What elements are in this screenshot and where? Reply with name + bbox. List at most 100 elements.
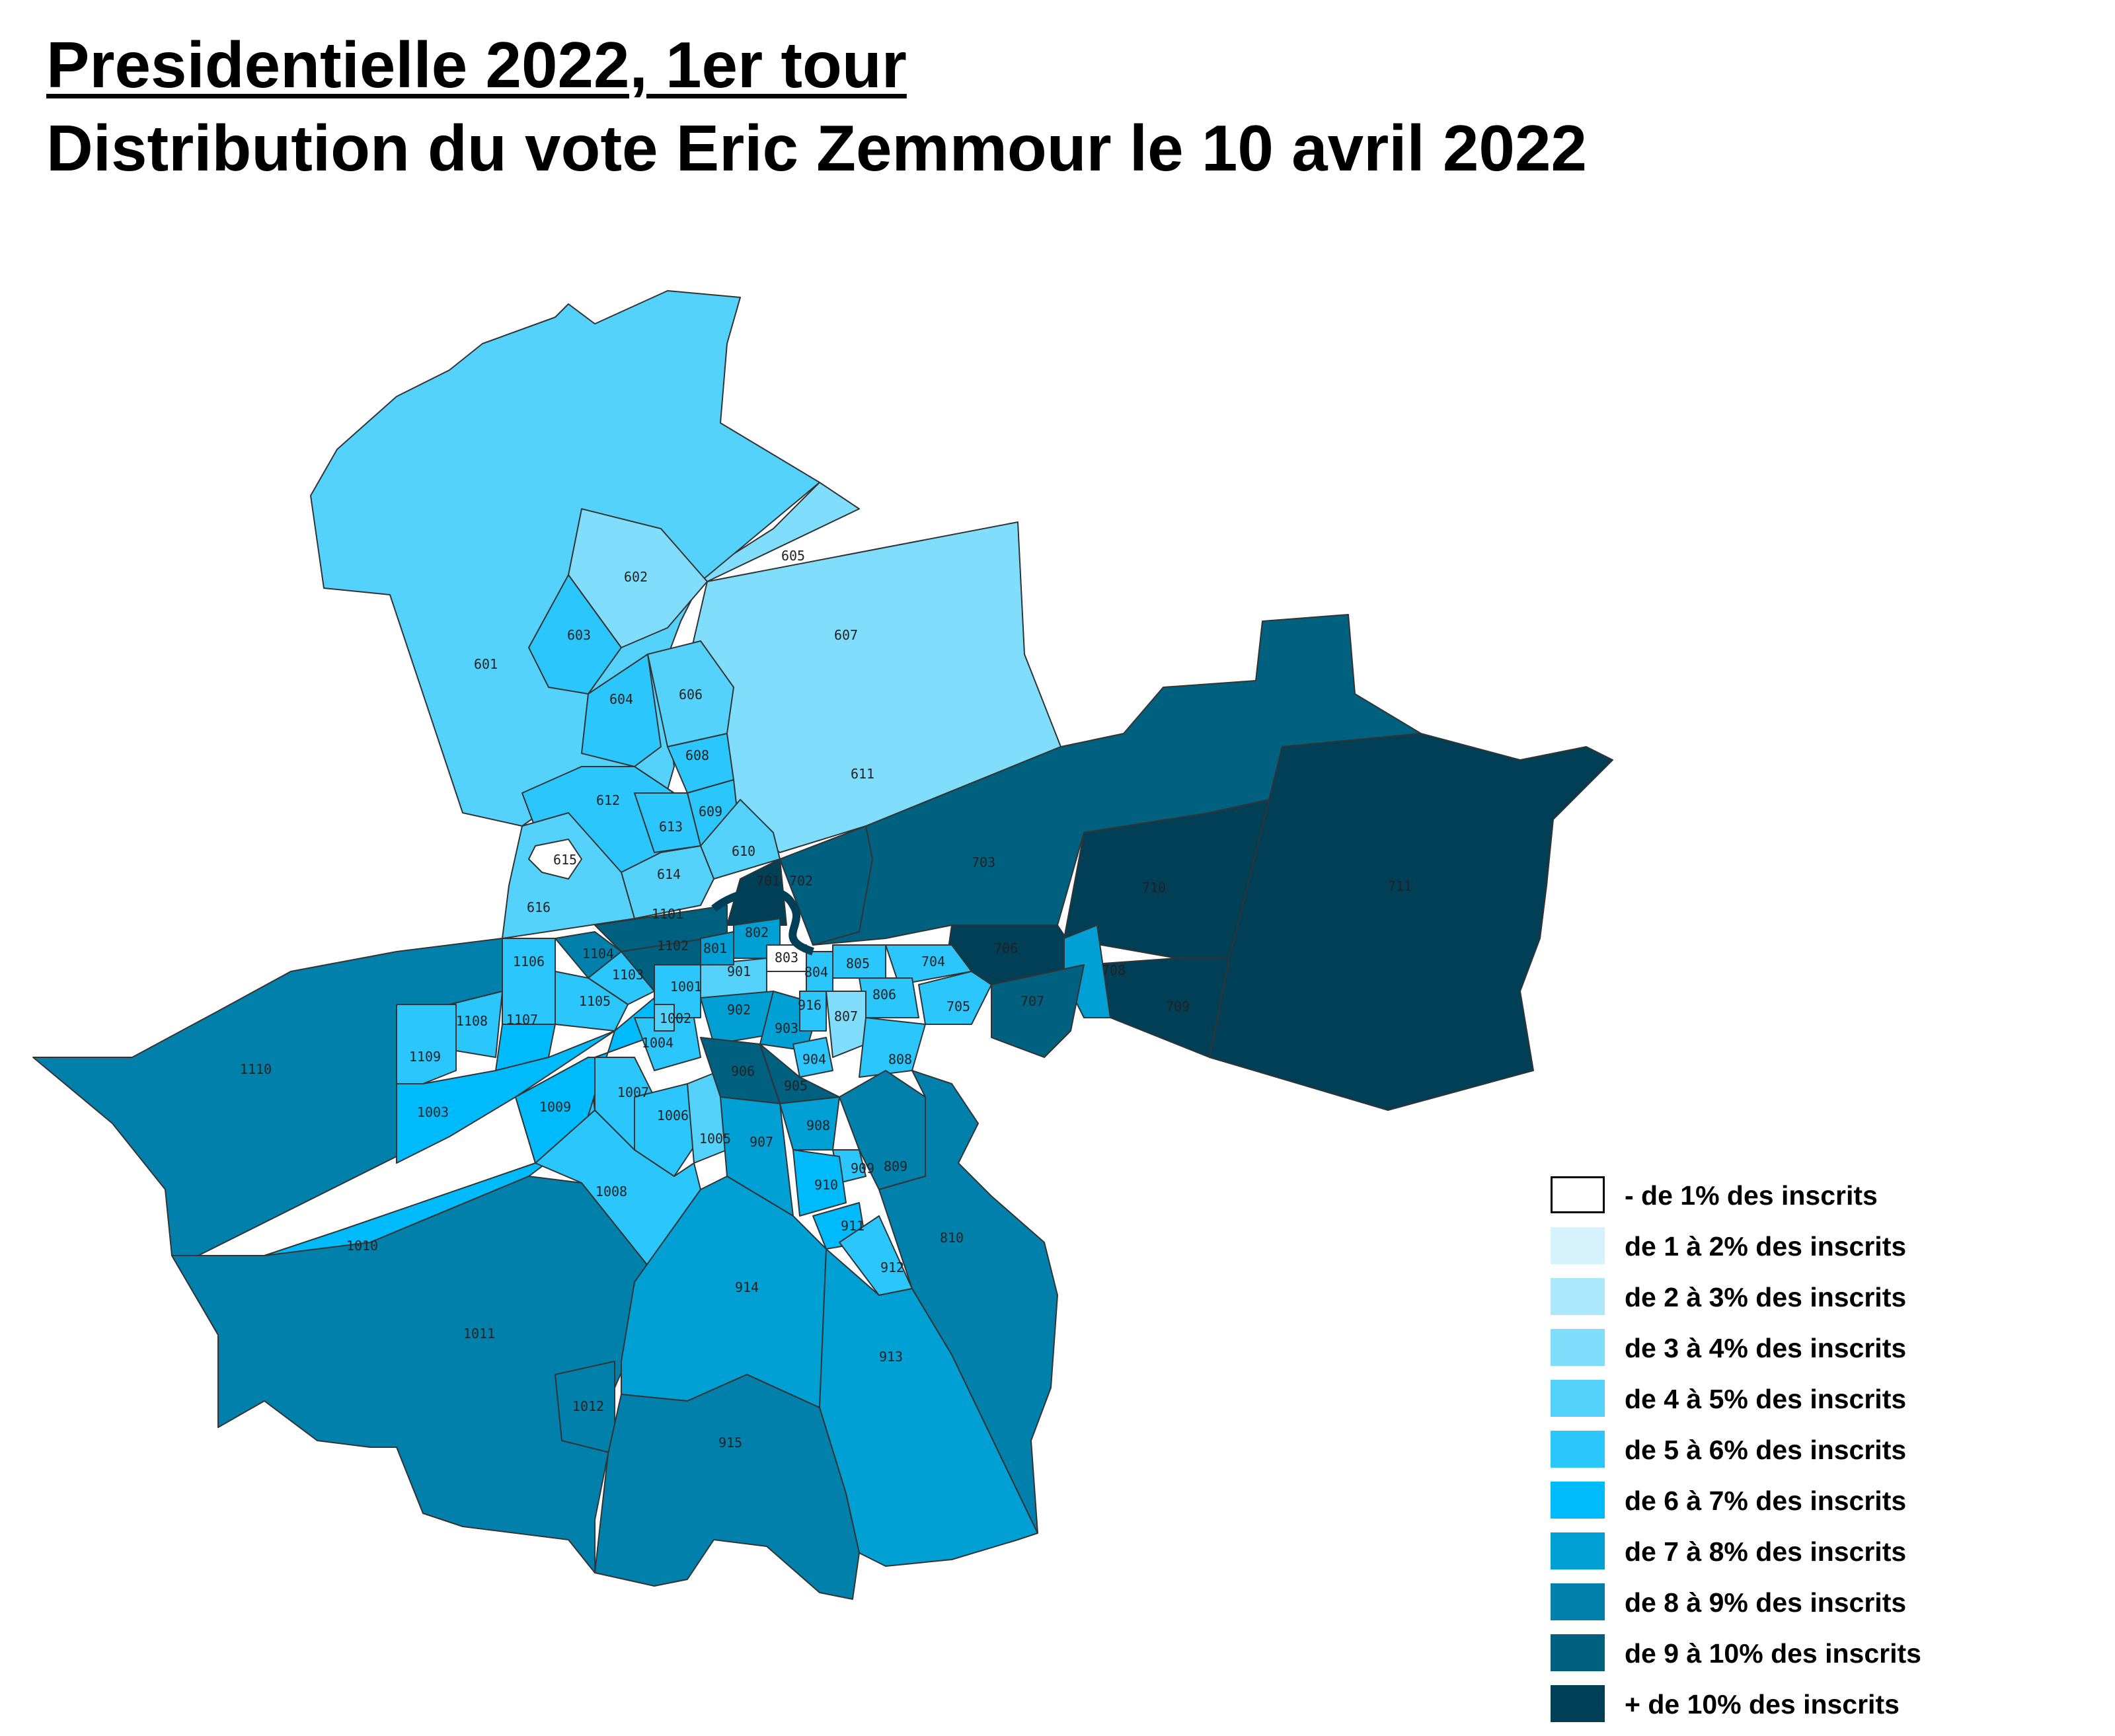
bureau-1109-area[interactable] <box>396 1004 457 1084</box>
bureau-606-area[interactable] <box>647 640 734 747</box>
bureau-label-1108: 1108 <box>456 1013 488 1029</box>
bureau-808-area[interactable] <box>859 1017 926 1078</box>
bureau-label-605: 605 <box>781 548 805 564</box>
bureau-711-area[interactable] <box>1209 733 1613 1111</box>
bureau-label-904: 904 <box>802 1051 826 1067</box>
legend-item: de 7 à 8% des inscrits <box>1551 1532 2093 1583</box>
bureau-615-area[interactable] <box>528 839 582 880</box>
bureau-915-area[interactable] <box>594 1374 860 1600</box>
bureau-label-604: 604 <box>609 691 633 707</box>
bureau-label-810: 810 <box>940 1230 964 1246</box>
bureau-label-1105: 1105 <box>579 993 611 1009</box>
bureau-label-1003: 1003 <box>417 1104 449 1120</box>
bureau-label-806: 806 <box>872 987 896 1002</box>
bureau-1110-area[interactable] <box>32 938 503 1256</box>
bureau-label-804: 804 <box>804 964 828 980</box>
bureau-label-805: 805 <box>846 956 870 971</box>
legend-label: de 3 à 4% des inscrits <box>1625 1333 1907 1363</box>
bureau-label-607: 607 <box>834 627 858 643</box>
bureau-707-area[interactable] <box>991 964 1085 1058</box>
legend-label: de 6 à 7% des inscrits <box>1625 1486 1907 1516</box>
bureau-label-901: 901 <box>727 963 751 979</box>
bureau-label-1010: 1010 <box>346 1238 378 1254</box>
legend-item: de 1 à 2% des inscrits <box>1551 1227 2093 1278</box>
bureau-label-1110: 1110 <box>240 1061 272 1077</box>
bureau-label-801: 801 <box>703 940 727 956</box>
bureau-label-913: 913 <box>879 1349 903 1365</box>
legend-label: de 5 à 6% des inscrits <box>1625 1435 1907 1465</box>
bureau-label-706: 706 <box>994 940 1018 956</box>
bureau-904-area[interactable] <box>792 1037 833 1078</box>
legend-item: de 8 à 9% des inscrits <box>1551 1583 2093 1634</box>
legend-item: de 5 à 6% des inscrits <box>1551 1431 2093 1482</box>
bureau-label-1107: 1107 <box>506 1012 538 1028</box>
bureau-label-704: 704 <box>921 954 945 969</box>
bureau-label-1009: 1009 <box>539 1099 571 1115</box>
bureau-label-1007: 1007 <box>617 1084 649 1100</box>
bureau-label-601: 601 <box>474 656 498 672</box>
bureau-604-area[interactable] <box>581 654 662 767</box>
bureau-label-912: 912 <box>880 1260 904 1275</box>
legend-swatch <box>1551 1329 1605 1366</box>
legend-swatch <box>1551 1278 1605 1315</box>
bureau-label-907: 907 <box>750 1134 773 1150</box>
bureau-705-area[interactable] <box>918 971 992 1025</box>
bureau-label-1012: 1012 <box>572 1398 604 1414</box>
bureau-label-1001: 1001 <box>670 979 702 995</box>
bureau-label-603: 603 <box>567 627 591 643</box>
bureau-label-613: 613 <box>659 819 683 835</box>
bureau-label-1102: 1102 <box>657 938 689 954</box>
legend: - de 1% des inscrits de 1 à 2% des inscri… <box>1551 1176 2093 1736</box>
bureau-label-615: 615 <box>553 852 577 868</box>
legend-item: + de 10% des inscrits <box>1551 1685 2093 1736</box>
bureau-label-1109: 1109 <box>409 1049 441 1065</box>
legend-label: de 1 à 2% des inscrits <box>1625 1231 1907 1262</box>
bureau-label-906: 906 <box>731 1063 755 1079</box>
legend-label: de 8 à 9% des inscrits <box>1625 1587 1907 1618</box>
legend-label: de 2 à 3% des inscrits <box>1625 1282 1907 1312</box>
bureau-601-area[interactable] <box>310 290 820 827</box>
bureau-label-708: 708 <box>1102 962 1126 978</box>
bureau-label-610: 610 <box>732 843 755 859</box>
bureau-label-608: 608 <box>685 747 709 763</box>
legend-swatch <box>1551 1431 1605 1468</box>
bureau-label-807: 807 <box>834 1008 858 1024</box>
bureau-label-612: 612 <box>596 792 620 808</box>
bureau-label-802: 802 <box>745 925 769 940</box>
legend-swatch <box>1551 1380 1605 1417</box>
bureau-1011-area[interactable] <box>171 1176 662 1573</box>
bureau-label-1106: 1106 <box>513 954 545 969</box>
bureau-801-area[interactable] <box>700 931 734 965</box>
bureau-910-area[interactable] <box>792 1149 847 1217</box>
bureau-label-1008: 1008 <box>596 1184 627 1199</box>
bureau-label-609: 609 <box>699 804 722 819</box>
bureau-label-1006: 1006 <box>657 1108 689 1123</box>
bureau-702-area[interactable] <box>779 825 873 946</box>
bureau-label-1104: 1104 <box>582 946 614 962</box>
bureau-810-area[interactable] <box>878 1070 1058 1534</box>
bureau-807-area[interactable] <box>826 991 866 1058</box>
legend-swatch <box>1551 1685 1605 1722</box>
legend-label: de 4 à 5% des inscrits <box>1625 1384 1907 1414</box>
bureau-label-914: 914 <box>735 1279 759 1295</box>
bureau-1002-area[interactable] <box>654 1004 675 1032</box>
bureau-label-702: 702 <box>789 873 813 889</box>
bureau-label-809: 809 <box>884 1158 907 1174</box>
bureau-label-1101: 1101 <box>652 906 683 922</box>
legend-item: de 9 à 10% des inscrits <box>1551 1634 2093 1685</box>
legend-swatch <box>1551 1176 1605 1213</box>
bureau-1006-area[interactable] <box>634 1083 701 1177</box>
bureau-label-911: 911 <box>841 1218 865 1234</box>
bureau-label-602: 602 <box>624 569 648 585</box>
bureau-label-705: 705 <box>946 999 970 1014</box>
bureau-label-703: 703 <box>972 854 995 870</box>
map-title: Presidentielle 2022, 1er tour <box>46 28 907 101</box>
bureau-label-711: 711 <box>1388 878 1412 894</box>
legend-swatch <box>1551 1583 1605 1620</box>
legend-item: - de 1% des inscrits <box>1551 1176 2093 1227</box>
legend-swatch <box>1551 1227 1605 1264</box>
bureau-label-1002: 1002 <box>660 1010 691 1026</box>
bureau-label-808: 808 <box>888 1051 912 1067</box>
bureau-603-area[interactable] <box>528 574 622 695</box>
